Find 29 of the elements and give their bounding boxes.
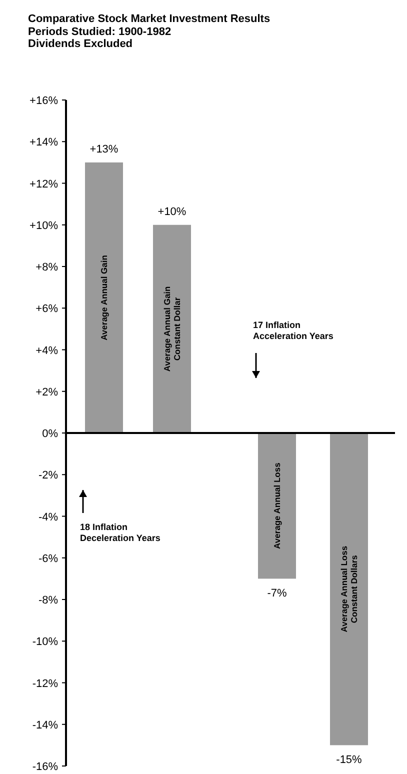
data-label: +10% [158, 206, 186, 218]
y-tick-label: +10% [30, 220, 58, 232]
x-tick-label: Average Annual Loss [272, 462, 282, 549]
y-tick-label: +14% [30, 136, 58, 149]
y-tick-label: +6% [36, 303, 58, 316]
y-tick-label: +4% [36, 344, 58, 357]
chart-title: Comparative Stock Market Investment Results [28, 13, 270, 25]
y-tick-label: -12% [32, 678, 58, 690]
data-label: -15% [336, 754, 362, 766]
y-tick-label: -2% [38, 470, 58, 482]
annotation: 18 Inflation Deceleration Years [80, 522, 160, 543]
y-tick-label: -16% [32, 761, 58, 773]
y-tick-label: -6% [38, 552, 58, 565]
y-tick-label: +2% [36, 386, 58, 398]
y-tick-label: -4% [38, 511, 58, 524]
x-tick-label: Average Annual Gain Constant Dollar [162, 286, 182, 372]
x-tick-label: Average Annual Gain [99, 255, 109, 340]
x-tick-label: Average Annual Loss Constant Dollars [339, 546, 359, 632]
y-tick-label: 0% [42, 428, 58, 440]
y-tick-label: -10% [32, 636, 58, 648]
y-tick-label: +16% [30, 95, 58, 107]
y-tick-label: -14% [32, 719, 58, 732]
y-tick-label: +8% [36, 262, 58, 274]
y-tick-label: -8% [38, 594, 58, 606]
chart-subtitle: Periods Studied: 1900-1982 Dividends Excluded [28, 26, 172, 50]
annotation: 17 Inflation Acceleration Years [253, 320, 334, 341]
data-label: +13% [90, 143, 118, 156]
data-label: -7% [267, 588, 287, 600]
y-tick-label: +12% [30, 178, 58, 190]
